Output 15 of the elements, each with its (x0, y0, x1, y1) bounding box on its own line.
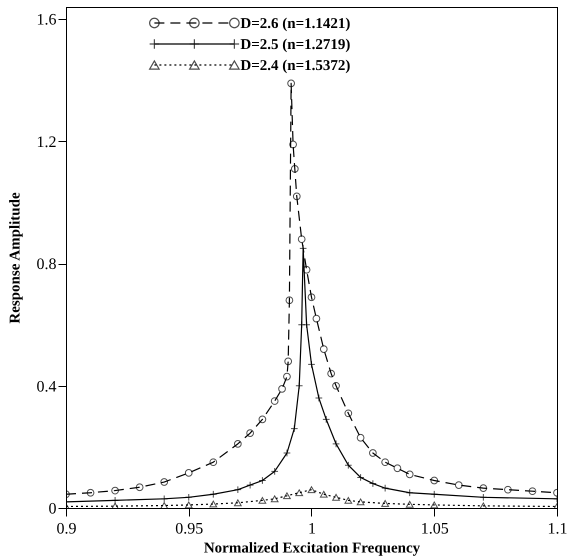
x-tick-label: 1 (308, 520, 316, 538)
x-tick-label: 1.05 (420, 520, 449, 538)
y-tick-label: 1.2 (36, 134, 56, 151)
x-tick-label: 1.1 (548, 520, 568, 538)
legend-label: D=2.4 (n=1.5372) (240, 58, 350, 74)
y-tick-label: 0 (48, 500, 56, 518)
x-tick-label: 0.95 (175, 520, 204, 538)
legend-label: D=2.6 (n=1.1421) (240, 16, 350, 32)
y-tick-label: 0.8 (36, 256, 56, 274)
x-tick-label: 0.9 (56, 520, 76, 538)
x-axis-title: Normalized Excitation Frequency (204, 540, 421, 556)
y-axis-title: Response Amplitude (8, 192, 24, 324)
y-tick-label: 0.4 (36, 378, 56, 396)
legend-label: D=2.5 (n=1.2719) (240, 37, 350, 53)
y-tick-label: 1.6 (36, 12, 56, 29)
